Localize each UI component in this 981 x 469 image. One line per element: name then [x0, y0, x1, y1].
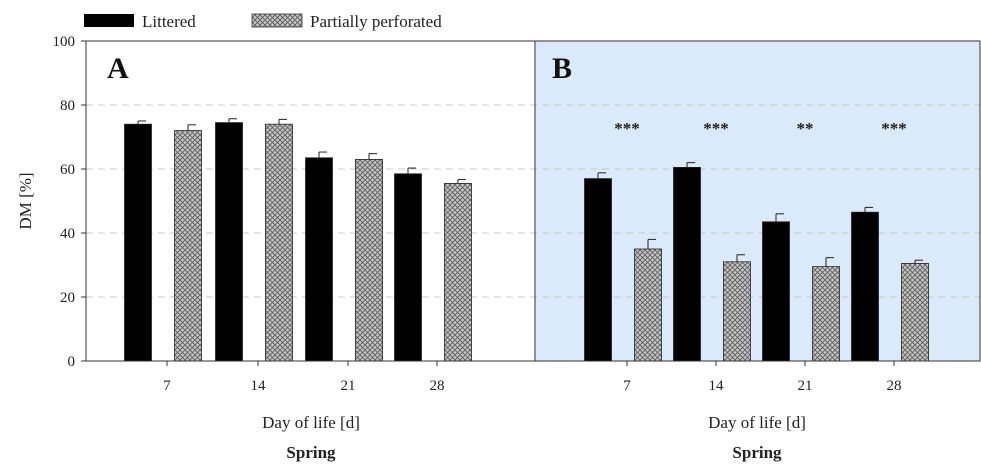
x-tick-label: 14	[251, 378, 267, 394]
panel-a-bar-littered	[305, 157, 333, 362]
x-axes: 7 14 21 28 7 14 21 28	[163, 361, 902, 394]
x-tick-label: 28	[887, 378, 902, 394]
panel-a-bar-littered	[124, 123, 152, 362]
panel-b-bar-perforated	[634, 248, 662, 362]
panel-a-bar-perforated	[174, 130, 202, 362]
panel-b-letter: B	[552, 52, 572, 85]
y-tick-label: 20	[60, 290, 75, 306]
x-tick-label: 21	[798, 378, 813, 394]
x-tick-label: 14	[709, 378, 725, 394]
y-tick-label: 60	[60, 162, 75, 178]
legend-label-littered: Littered	[142, 12, 196, 31]
panel-b-bar-littered	[762, 221, 790, 362]
legend: Littered Partially perforated	[84, 12, 442, 31]
legend-swatch-littered	[84, 14, 134, 27]
panel-a-bar-littered	[215, 122, 243, 362]
panel-a-letter: A	[107, 52, 129, 85]
y-tick-label: 40	[60, 226, 75, 242]
panel-b-season-label: Spring	[732, 443, 782, 462]
plot-frame	[85, 40, 981, 362]
significance-label: **	[797, 119, 814, 138]
panel-a-bar-littered	[394, 173, 422, 362]
panel-a-x-axis-label: Day of life [d]	[262, 413, 360, 432]
significance-label: ***	[614, 119, 640, 138]
panel-a-bar-perforated	[355, 158, 383, 362]
legend-swatch-partially-perforated	[251, 13, 303, 28]
panel-b-bar-perforated	[723, 261, 751, 362]
significance-label: ***	[881, 119, 907, 138]
legend-label-partially-perforated: Partially perforated	[310, 12, 442, 31]
y-tick-label: 0	[68, 354, 76, 370]
panel-a-bar-perforated	[265, 123, 293, 362]
panel-a-bars	[124, 118, 472, 362]
panel-b-bars: *** *** ** ***	[584, 119, 929, 362]
panel-b-bar-littered	[584, 178, 612, 362]
panel-b-bar-perforated	[812, 266, 840, 362]
x-tick-label: 21	[341, 378, 356, 394]
panel-b-bar-littered	[851, 211, 879, 362]
panel-b-bar-perforated	[901, 262, 929, 362]
y-tick-label: 80	[60, 98, 75, 114]
x-tick-label: 28	[430, 378, 445, 394]
y-axis: 0 20 40 60 80 100	[53, 34, 86, 370]
x-tick-label: 7	[163, 378, 171, 394]
panel-b-bar-littered	[673, 166, 701, 362]
panel-b-x-axis-label: Day of life [d]	[708, 413, 806, 432]
panel-a-season-label: Spring	[286, 443, 336, 462]
y-axis-label: DM [%]	[16, 172, 35, 229]
significance-label: ***	[703, 119, 729, 138]
panel-a-bar-perforated	[444, 182, 472, 362]
y-tick-label: 100	[53, 34, 76, 50]
x-tick-label: 7	[623, 378, 631, 394]
